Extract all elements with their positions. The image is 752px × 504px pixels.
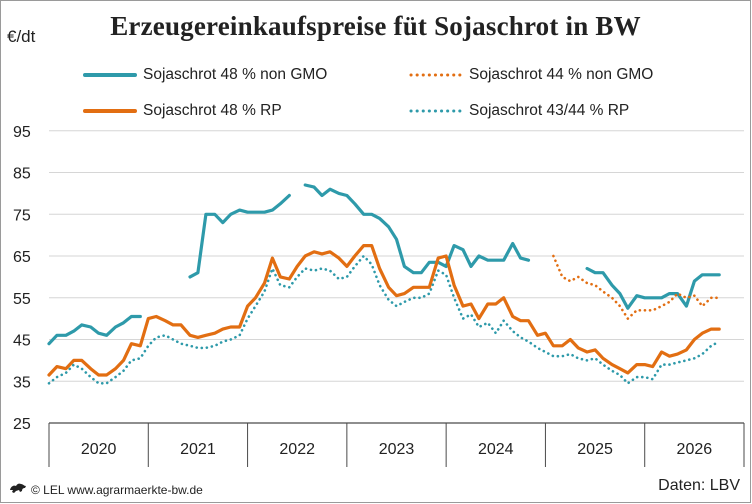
- x-tick-label: 2020: [81, 441, 117, 458]
- legend-label: Sojaschrot 48 % non GMO: [143, 66, 328, 83]
- legend-label: Sojaschrot 44 % non GMO: [469, 66, 654, 83]
- x-tick-label: 2026: [677, 441, 713, 458]
- copyright-note: © LEL www.agrarmaerkte-bw.de: [31, 483, 203, 497]
- legend-swatch-dotted-orange: [409, 73, 463, 77]
- bw-lion-logo-icon: [10, 483, 26, 493]
- series-line-2: [552, 254, 721, 320]
- y-tick-label: 45: [13, 333, 31, 350]
- chart-title: Erzeugereinkaufspreise füt Sojaschrot in…: [110, 11, 641, 41]
- y-tick-label: 35: [13, 374, 31, 391]
- y-tick-label: 65: [13, 249, 31, 266]
- legend-label: Sojaschrot 48 % RP: [143, 102, 282, 119]
- x-tick-label: 2021: [180, 441, 216, 458]
- y-tick-label: 55: [13, 291, 31, 308]
- y-tick-label: 85: [13, 166, 31, 183]
- legend-swatch-solid-teal: [83, 73, 137, 77]
- y-tick-label: 25: [13, 416, 31, 433]
- x-tick-label: 2024: [478, 441, 514, 458]
- series-line-1: [585, 266, 721, 310]
- y-axis-unit-label: €/dt: [7, 27, 36, 46]
- legend-swatch-solid-orange: [83, 109, 137, 113]
- series-line-3: [47, 244, 721, 377]
- x-tick-label: 2023: [379, 441, 415, 458]
- x-tick-label: 2022: [279, 441, 315, 458]
- y-tick-label: 95: [13, 124, 31, 141]
- data-source-note: Daten: LBV: [658, 477, 740, 494]
- series-line-1: [303, 183, 531, 275]
- x-tick-label: 2025: [577, 441, 613, 458]
- series-line-1: [188, 193, 291, 279]
- legend-label: Sojaschrot 43/44 % RP: [469, 102, 630, 119]
- series-line-1: [47, 314, 142, 346]
- legend-swatch-dotted-teal: [409, 109, 463, 113]
- y-tick-label: 75: [13, 207, 31, 224]
